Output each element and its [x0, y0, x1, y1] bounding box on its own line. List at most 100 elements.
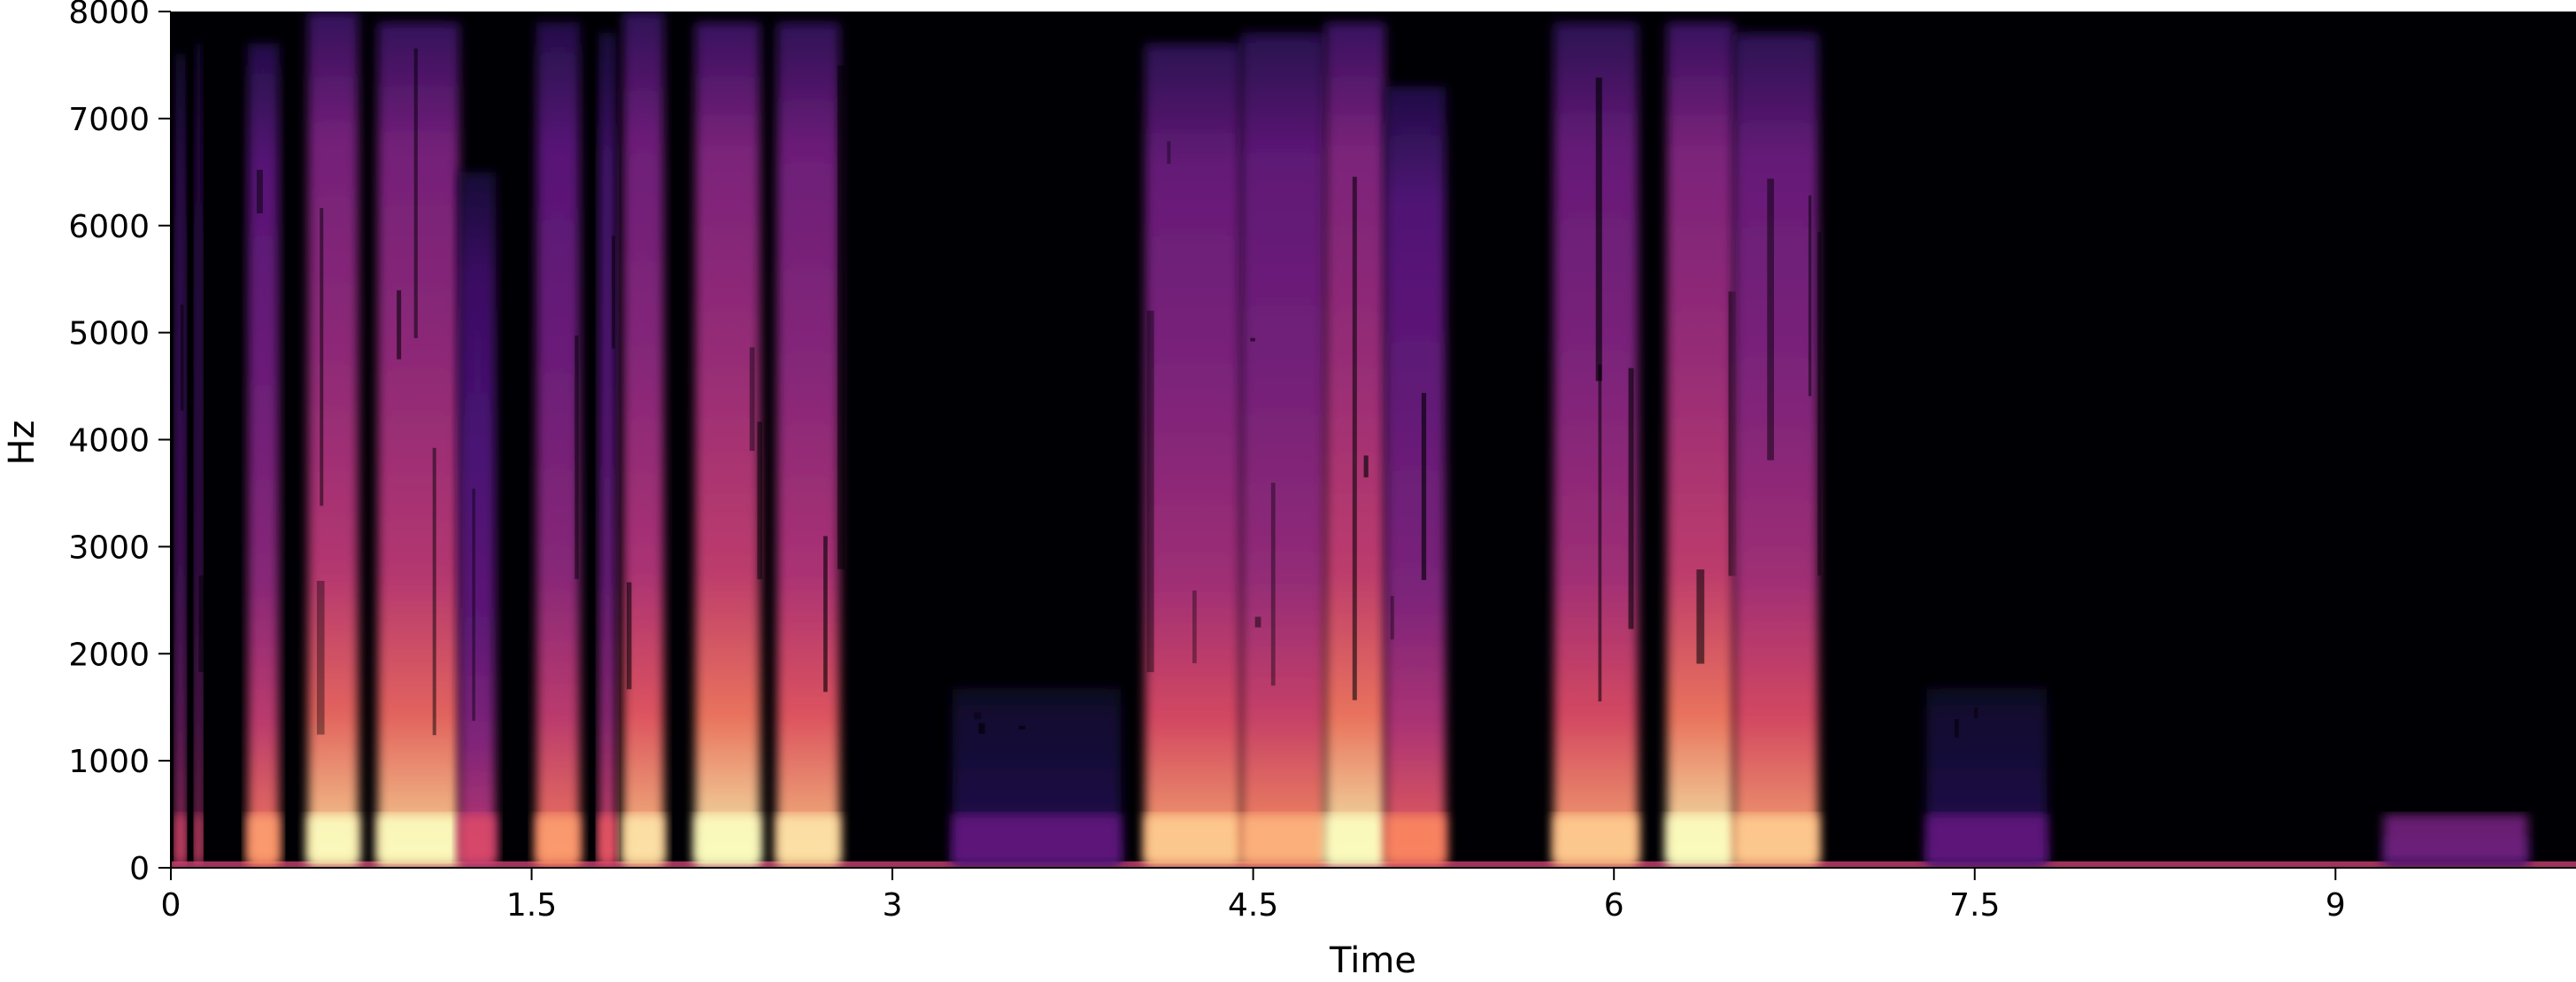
segment-texture: [1955, 718, 1959, 738]
segment-texture: [413, 48, 418, 338]
segment-texture: [198, 575, 206, 672]
segment-energy: [622, 12, 664, 868]
speech-segment: [536, 22, 580, 868]
segment-energy: [695, 22, 760, 868]
y-ticks: 0 1000 2000 3000 4000 5000 6000 7000 8000: [68, 0, 171, 887]
segment-energy: [1145, 43, 1242, 868]
segment-texture: [626, 582, 632, 690]
segment-energy: [247, 43, 280, 868]
speech-segment: [1926, 685, 2048, 868]
x-tick-label: 4.5: [1228, 887, 1278, 924]
segment-texture: [256, 169, 263, 214]
segment-low-band: [2383, 814, 2528, 862]
segment-low-band: [695, 814, 760, 862]
y-tick-label: 7000: [68, 102, 150, 138]
segment-texture: [1696, 569, 1705, 664]
segment-texture: [1974, 707, 1978, 719]
segment-texture: [180, 304, 184, 411]
segment-texture: [397, 290, 402, 360]
speech-segment: [459, 172, 496, 868]
segment-texture: [1018, 725, 1026, 730]
y-tick-label: 6000: [68, 209, 150, 245]
segment-texture: [1146, 310, 1154, 673]
x-tick-label: 3: [883, 887, 903, 924]
segment-energy: [1385, 86, 1446, 868]
segment-texture: [472, 488, 475, 722]
x-tick-label: 7.5: [1949, 887, 2000, 924]
segment-low-band: [1926, 814, 2048, 862]
speech-segment: [1385, 86, 1446, 868]
segment-low-band: [1145, 814, 1242, 862]
segment-low-band: [307, 814, 359, 862]
segment-low-band: [1241, 814, 1326, 862]
segment-low-band: [1385, 814, 1446, 862]
x-tick-label: 1.5: [506, 887, 557, 924]
segment-texture: [749, 347, 755, 452]
segment-low-band: [598, 814, 616, 862]
segment-texture: [1628, 367, 1634, 630]
y-tick-label: 2000: [68, 637, 150, 673]
y-tick-label: 0: [129, 851, 150, 887]
segment-texture: [612, 236, 615, 349]
x-tick-label: 6: [1604, 887, 1624, 924]
segment-low-band: [247, 814, 280, 862]
segment-texture: [1192, 590, 1197, 663]
segment-low-band: [776, 814, 840, 862]
segment-energy: [307, 12, 359, 868]
speech-segment: [307, 12, 359, 868]
segment-low-band: [953, 814, 1122, 862]
segment-low-band: [377, 814, 460, 862]
y-axis-label: Hz: [2, 420, 42, 465]
segment-texture: [1270, 483, 1276, 686]
segment-texture: [978, 723, 985, 734]
y-tick-label: 8000: [68, 0, 150, 31]
segment-low-band: [175, 814, 186, 862]
segment-texture: [575, 335, 579, 579]
speech-segment: [598, 33, 616, 868]
segment-texture: [1352, 176, 1357, 700]
y-tick-label: 4000: [68, 423, 150, 460]
segment-texture: [1421, 392, 1427, 580]
speech-segment: [377, 22, 460, 868]
segment-texture: [432, 447, 436, 736]
y-tick-label: 3000: [68, 530, 150, 566]
segment-energy: [175, 54, 186, 868]
speech-segment: [1325, 22, 1386, 868]
segment-texture: [1598, 364, 1602, 702]
segment-texture: [1363, 455, 1369, 478]
segment-texture: [973, 712, 982, 720]
speech-segment: [175, 54, 186, 868]
segment-low-band: [1734, 814, 1819, 862]
speech-segment: [622, 12, 664, 868]
speech-segment: [195, 43, 206, 868]
segment-texture: [837, 65, 845, 569]
segment-texture: [1767, 178, 1774, 460]
segment-energy: [195, 43, 203, 868]
speech-segment: [247, 43, 280, 868]
segment-energy: [1666, 22, 1735, 868]
segment-low-band: [1325, 814, 1386, 862]
segment-texture: [1250, 337, 1255, 342]
speech-segment: [695, 22, 763, 868]
segment-texture: [1817, 232, 1822, 576]
segment-energy: [459, 172, 496, 868]
segment-texture: [1808, 195, 1812, 397]
plot-area: [171, 12, 2576, 868]
y-tick-label: 5000: [68, 316, 150, 352]
y-tick-label: 1000: [68, 744, 150, 780]
segment-low-band: [1666, 814, 1735, 862]
segment-texture: [1254, 616, 1261, 628]
segment-energy: [598, 33, 616, 868]
x-tick-label: 0: [161, 887, 181, 924]
x-axis-label: Time: [1329, 940, 1416, 981]
segment-texture: [1390, 596, 1394, 640]
segment-low-band: [195, 814, 203, 862]
segment-low-band: [1554, 814, 1639, 862]
segment-low-band: [622, 814, 664, 862]
segment-energy: [1241, 33, 1326, 868]
segment-low-band: [536, 814, 580, 862]
segment-low-band: [459, 814, 496, 862]
segment-energy: [377, 22, 460, 868]
